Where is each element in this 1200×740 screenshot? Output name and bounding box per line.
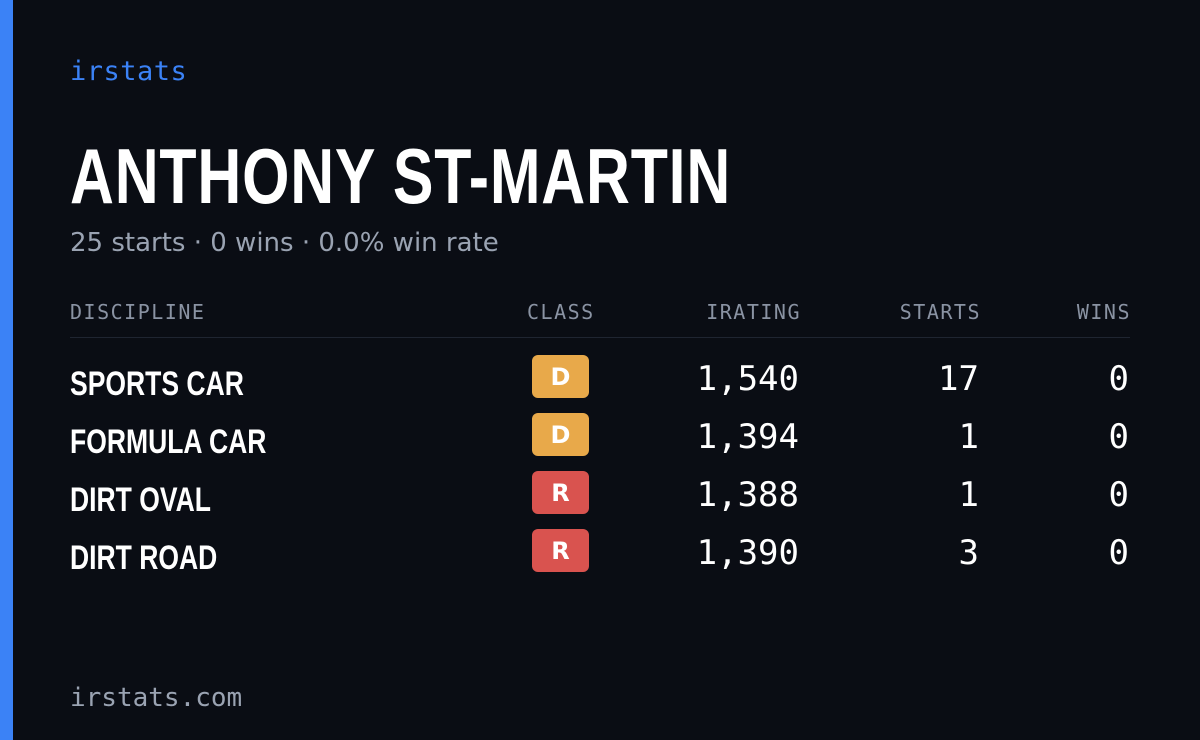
irating-value: 1,390 bbox=[696, 533, 799, 573]
irating-value: 1,388 bbox=[696, 475, 799, 515]
table-row: DIRT ROAD R 1,390 3 0 bbox=[70, 529, 1130, 587]
discipline-name: DIRT OVAL bbox=[70, 481, 211, 519]
starts-value: 1 bbox=[958, 475, 979, 515]
header-discipline: DISCIPLINE bbox=[70, 300, 206, 324]
driver-name: ANTHONY ST-MARTIN bbox=[70, 132, 732, 220]
table-row: FORMULA CAR D 1,394 1 0 bbox=[70, 413, 1130, 471]
wins-value: 0 bbox=[1108, 417, 1129, 457]
brand-logo-text[interactable]: irstats bbox=[70, 56, 188, 87]
class-badge: R bbox=[532, 471, 589, 514]
starts-value: 17 bbox=[938, 359, 979, 399]
table-row: SPORTS CAR D 1,540 17 0 bbox=[70, 355, 1130, 413]
wins-value: 0 bbox=[1108, 533, 1129, 573]
class-badge: D bbox=[532, 413, 589, 456]
wins-value: 0 bbox=[1108, 475, 1129, 515]
starts-value: 3 bbox=[958, 533, 979, 573]
table-row: DIRT OVAL R 1,388 1 0 bbox=[70, 471, 1130, 529]
irating-value: 1,394 bbox=[696, 417, 799, 457]
wins-value: 0 bbox=[1108, 359, 1129, 399]
starts-value: 1 bbox=[958, 417, 979, 457]
header-wins: WINS bbox=[1076, 300, 1131, 324]
header-divider bbox=[70, 337, 1130, 338]
header-starts: STARTS bbox=[899, 300, 981, 324]
class-badge: D bbox=[532, 355, 589, 398]
accent-bar bbox=[0, 0, 13, 740]
header-class: CLASS bbox=[527, 300, 595, 324]
class-badge: R bbox=[532, 529, 589, 572]
header-irating: IRATING bbox=[706, 300, 801, 324]
discipline-name: FORMULA CAR bbox=[70, 423, 267, 461]
driver-summary: 25 starts · 0 wins · 0.0% win rate bbox=[70, 228, 499, 258]
discipline-name: DIRT ROAD bbox=[70, 539, 218, 577]
discipline-name: SPORTS CAR bbox=[70, 365, 244, 403]
irating-value: 1,540 bbox=[696, 359, 799, 399]
footer-url[interactable]: irstats.com bbox=[70, 683, 243, 713]
